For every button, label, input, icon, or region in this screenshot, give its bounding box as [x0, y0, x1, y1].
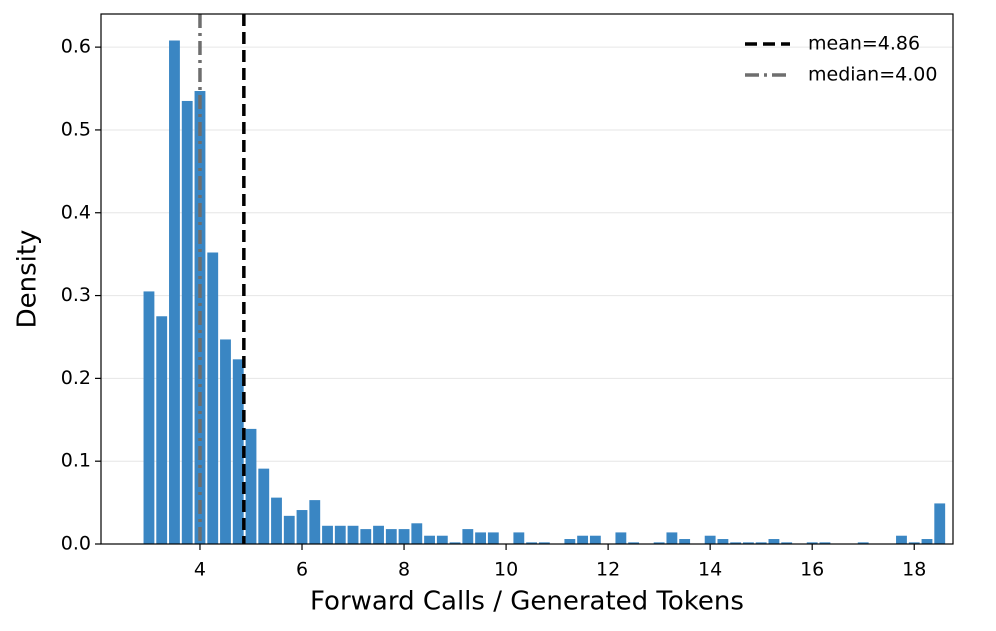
- bar: [220, 339, 231, 544]
- bar: [232, 359, 244, 544]
- bar: [896, 535, 907, 544]
- x-tick-label: 18: [902, 559, 926, 581]
- bar: [628, 542, 640, 544]
- bar: [462, 529, 474, 544]
- bar: [615, 532, 627, 544]
- bar: [653, 542, 665, 544]
- y-tick-label: 0.1: [61, 450, 91, 472]
- bar: [181, 100, 193, 544]
- bar: [589, 535, 601, 544]
- bar: [143, 291, 155, 544]
- bar: [271, 497, 282, 544]
- bar: [245, 428, 257, 544]
- bar: [781, 542, 793, 544]
- y-tick-label: 0.5: [61, 118, 91, 140]
- y-axis-label: Density: [13, 230, 43, 329]
- bar: [857, 542, 869, 544]
- y-tick-label: 0.0: [61, 533, 91, 555]
- bar: [577, 535, 589, 544]
- bar: [487, 532, 499, 544]
- bar: [538, 542, 550, 544]
- x-tick-label: 8: [398, 559, 410, 581]
- bar: [755, 542, 767, 544]
- bar: [156, 316, 168, 544]
- bar: [934, 503, 946, 544]
- bar: [207, 252, 219, 544]
- bar: [436, 535, 448, 544]
- x-tick-label: 16: [800, 559, 824, 581]
- bar: [309, 500, 321, 544]
- y-tick-label: 0.4: [61, 201, 91, 223]
- bar: [908, 542, 920, 544]
- plot-frame: [100, 13, 954, 545]
- bar: [730, 542, 742, 544]
- bar: [921, 539, 933, 544]
- bar: [679, 539, 691, 544]
- legend-label: median=4.00: [808, 64, 937, 86]
- bar: [258, 468, 270, 544]
- x-tick-label: 4: [194, 559, 206, 581]
- bar: [296, 510, 308, 544]
- bar: [666, 532, 678, 544]
- bar: [475, 532, 486, 544]
- bar: [283, 515, 295, 544]
- bar: [768, 539, 780, 544]
- legend-label: mean=4.86: [808, 33, 920, 55]
- x-tick-label: 12: [596, 559, 620, 581]
- y-tick-label: 0.6: [61, 36, 91, 58]
- bar: [334, 525, 346, 544]
- bar: [322, 525, 333, 544]
- bar: [411, 523, 423, 544]
- x-tick-label: 6: [296, 559, 308, 581]
- bar: [360, 529, 372, 544]
- bar: [819, 542, 831, 544]
- bar: [717, 539, 729, 544]
- bar: [526, 542, 538, 544]
- bar: [385, 529, 397, 544]
- bar: [347, 525, 359, 544]
- bar: [513, 532, 525, 544]
- bar: [742, 542, 754, 544]
- bar: [169, 40, 180, 544]
- y-tick-label: 0.2: [61, 367, 91, 389]
- bar: [424, 535, 435, 544]
- y-tick-label: 0.3: [61, 284, 91, 306]
- x-axis-label: Forward Calls / Generated Tokens: [310, 587, 744, 617]
- x-tick-label: 14: [698, 559, 722, 581]
- bar: [564, 539, 576, 544]
- bar: [704, 535, 716, 544]
- bar: [373, 525, 384, 544]
- bar: [449, 542, 461, 544]
- bar: [806, 542, 818, 544]
- x-tick-label: 10: [494, 559, 518, 581]
- bar: [398, 529, 410, 544]
